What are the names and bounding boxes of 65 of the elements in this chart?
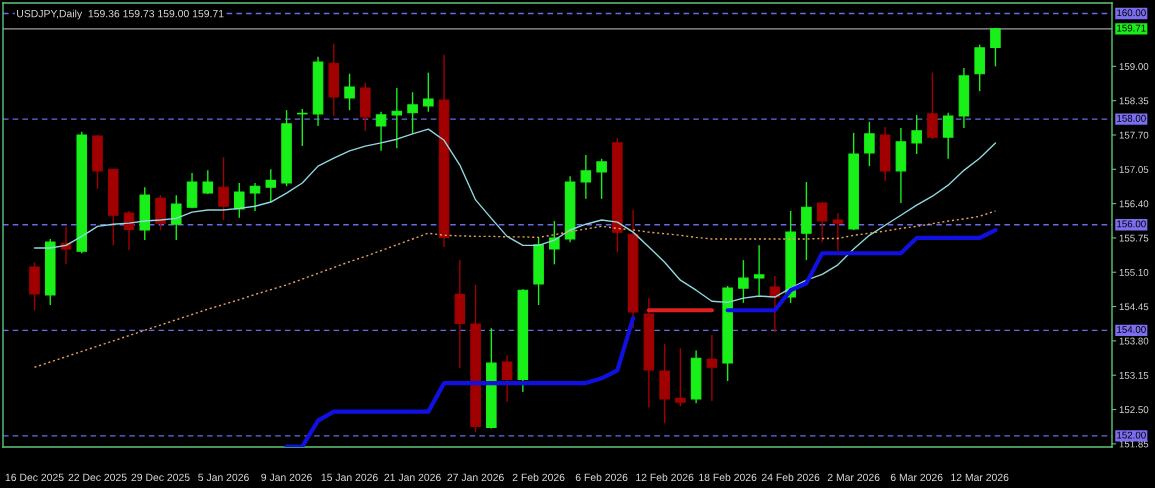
candlestick [123, 210, 135, 251]
y-tick-label: 156.40 [1119, 200, 1149, 208]
y-tick-label: 152.50 [1119, 406, 1149, 414]
candlestick [297, 108, 308, 147]
candlestick [218, 156, 229, 221]
x-tick-label: 16 Dec 2025 [5, 473, 64, 482]
candlestick [171, 194, 182, 241]
candlestick [501, 354, 513, 403]
candlestick [864, 121, 875, 167]
candlestick [675, 347, 686, 408]
candlestick [375, 111, 387, 152]
y-tick-label: 157.70 [1119, 131, 1149, 139]
ref-line-label: 156.00 [1117, 220, 1146, 228]
candlestick [407, 91, 418, 135]
candlestick [580, 154, 592, 200]
y-tick-label: 157.05 [1119, 166, 1149, 173]
candlestick [927, 71, 938, 140]
candlestick [596, 158, 607, 200]
x-tick-label: 2 Feb 2026 [512, 473, 565, 482]
y-tick-label: 154.45 [1119, 303, 1149, 311]
candlestick [423, 71, 434, 113]
line-series [33, 210, 997, 368]
x-tick-label: 9 Jan 2026 [261, 473, 312, 482]
ref-line-label: 159.71 [1117, 24, 1146, 32]
candlestick [234, 182, 245, 219]
x-tick-label: 15 Jan 2026 [321, 473, 378, 482]
x-tick-label: 21 Jan 2026 [384, 473, 441, 482]
candlestick [706, 334, 718, 402]
y-tick-label: 158.35 [1119, 97, 1149, 105]
ref-line-label: 152.00 [1117, 431, 1146, 439]
candlestick [391, 87, 403, 149]
x-tick-label: 6 Feb 2026 [575, 473, 628, 482]
candlestick [753, 244, 765, 296]
x-tick-label: 5 Jan 2026 [198, 473, 249, 482]
y-tick-label: 151.85 [1119, 440, 1149, 448]
x-tick-label: 2 Mar 2026 [827, 473, 880, 482]
x-tick-label: 22 Dec 2025 [68, 473, 127, 482]
candlestick [942, 112, 954, 160]
candlestick [265, 168, 277, 203]
candlestick [344, 73, 355, 111]
candlestick [911, 114, 922, 155]
y-tick-label: 155.75 [1119, 234, 1149, 242]
ref-line-label: 160.00 [1117, 9, 1146, 17]
y-tick-label: 159.00 [1119, 63, 1149, 70]
x-tick-label: 29 Dec 2025 [131, 473, 190, 482]
candlestick [549, 220, 560, 266]
x-tick-label: 6 Mar 2026 [890, 473, 943, 482]
x-tick-label: 12 Feb 2026 [636, 473, 694, 482]
x-tick-label: 24 Feb 2026 [761, 473, 820, 482]
candlestick [832, 212, 844, 252]
x-tick-label: 27 Jan 2026 [447, 473, 504, 482]
ref-line-label: 158.00 [1117, 114, 1146, 122]
candlestick [738, 259, 749, 304]
ref-line-label: 154.00 [1117, 326, 1146, 333]
y-tick-label: 153.15 [1119, 371, 1149, 379]
line-series [33, 128, 997, 304]
text: USDJPY,Daily 159.36 159.73 159.00 159.71 [17, 9, 224, 20]
candlestick [249, 182, 261, 212]
candlestick [769, 275, 781, 333]
candlestick [990, 27, 1001, 68]
y-tick-label: 155.10 [1119, 268, 1149, 276]
candlestick [816, 201, 828, 243]
x-tick-label: 12 Mar 2026 [951, 473, 1009, 482]
y-tick-label: 153.80 [1119, 337, 1149, 345]
x-tick-label: 18 Feb 2026 [699, 473, 757, 482]
